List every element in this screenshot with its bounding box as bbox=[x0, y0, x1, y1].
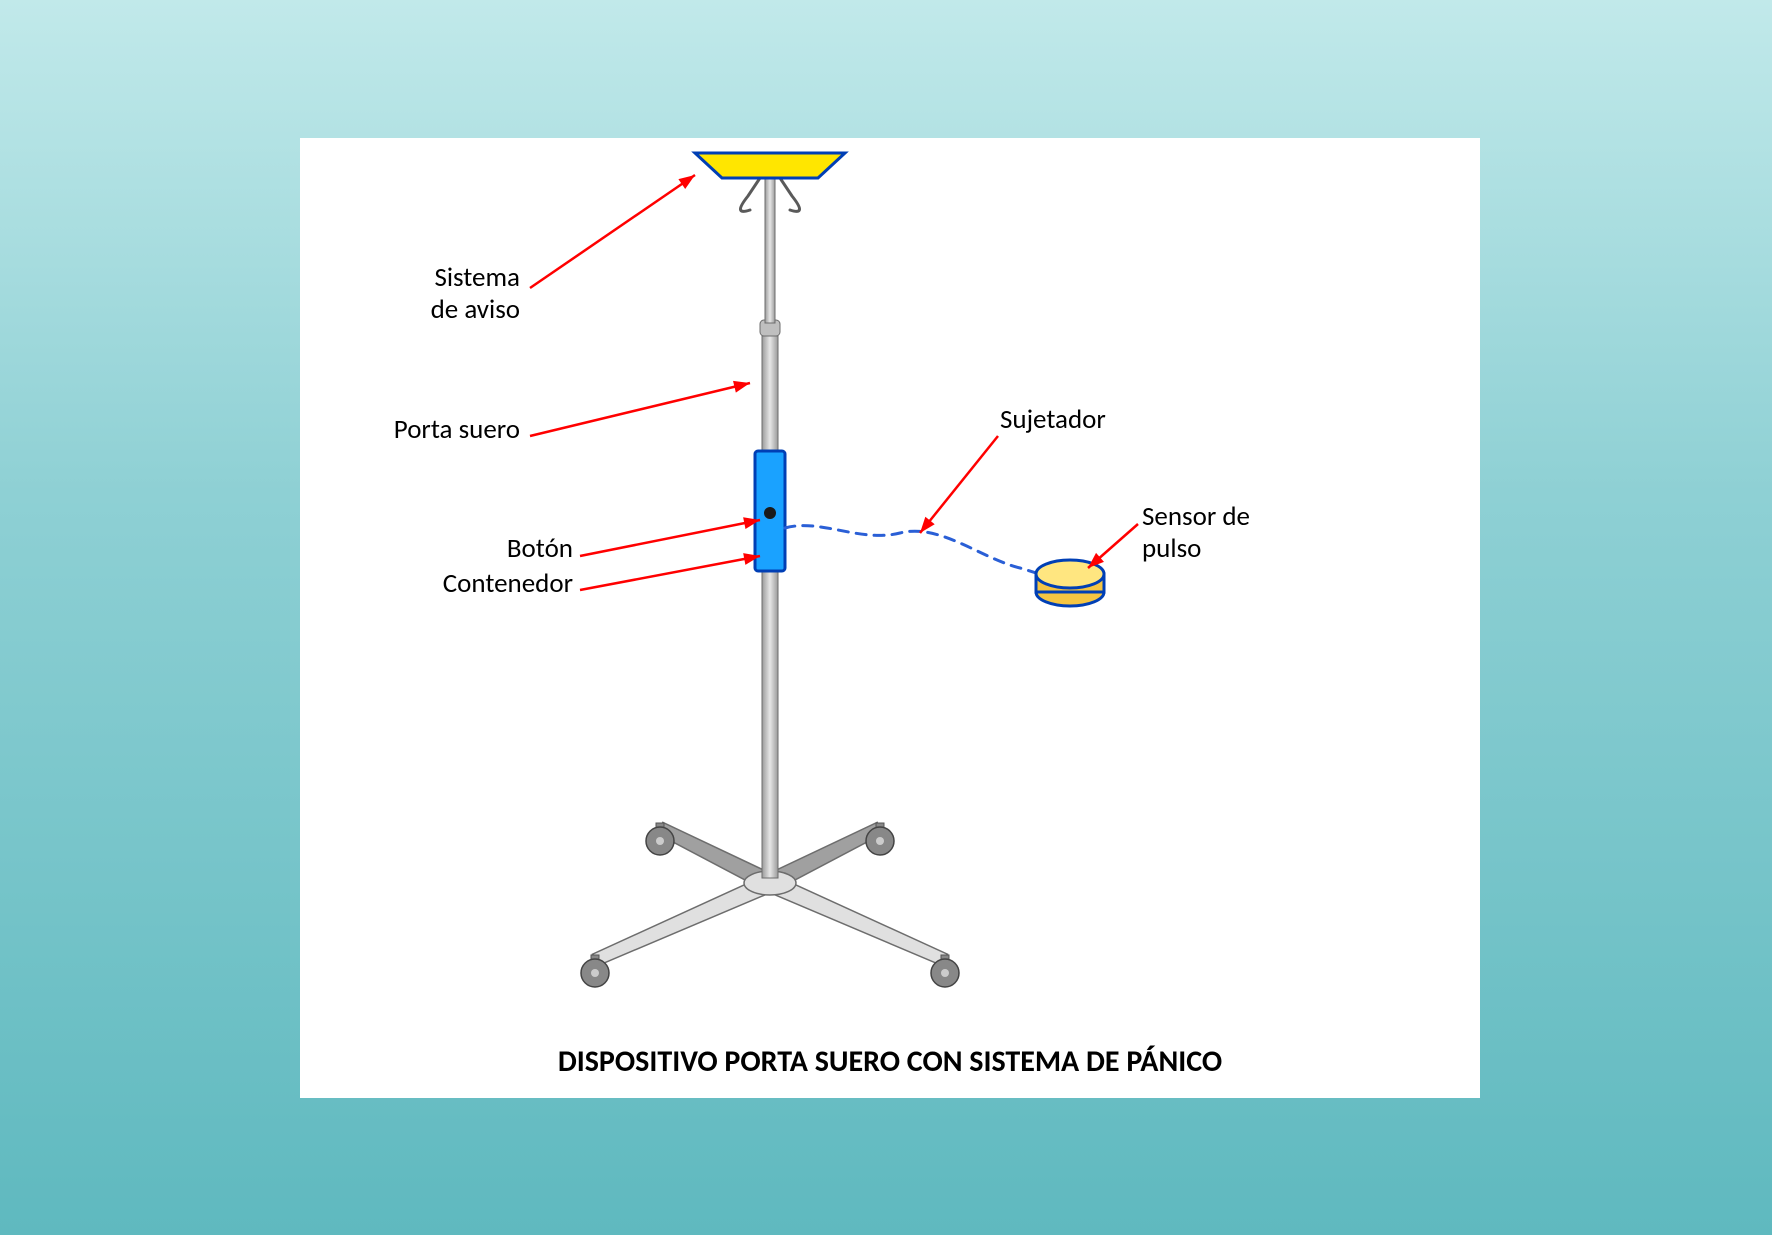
label-sistema-aviso: Sistema de aviso bbox=[405, 262, 520, 327]
label-text: Sistema bbox=[434, 261, 520, 294]
label-text: Sensor de bbox=[1142, 500, 1250, 533]
label-text: de aviso bbox=[431, 293, 520, 326]
label-text: pulso bbox=[1142, 532, 1201, 565]
label-sujetador: Sujetador bbox=[1000, 404, 1106, 436]
label-contenedor: Contenedor bbox=[408, 568, 573, 600]
label-boton: Botón bbox=[483, 533, 573, 565]
diagram-caption: DISPOSITIVO PORTA SUERO CON SISTEMA DE P… bbox=[300, 1043, 1480, 1080]
label-sensor-pulso: Sensor de pulso bbox=[1142, 501, 1250, 566]
label-porta-suero: Porta suero bbox=[355, 414, 520, 446]
diagram-panel: Sistema de aviso Porta suero Botón Conte… bbox=[300, 138, 1480, 1098]
